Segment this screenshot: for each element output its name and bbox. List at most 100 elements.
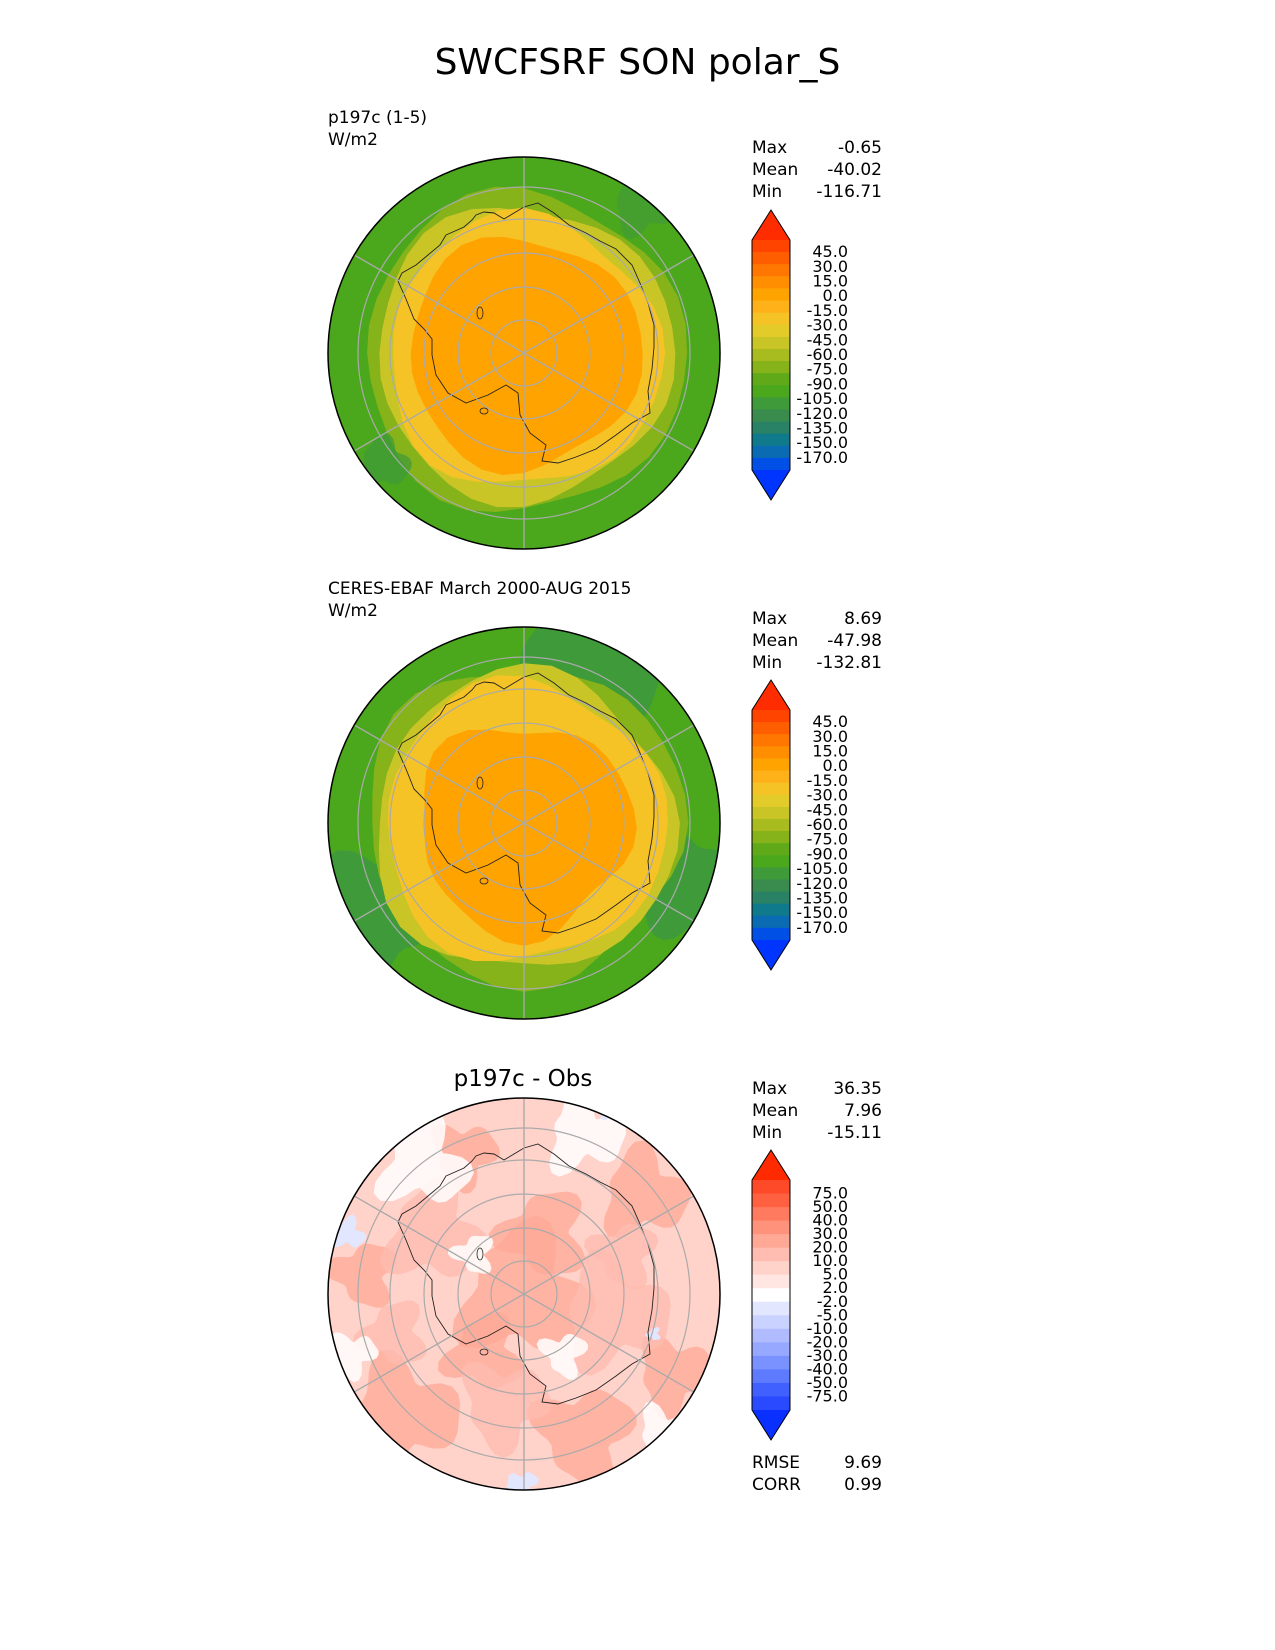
colorbar-tick-label: 2.0 xyxy=(823,1278,848,1297)
colorbar-cell xyxy=(752,1207,790,1222)
colorbar-tick-label: 45.0 xyxy=(812,712,848,731)
stat-value: 7.96 xyxy=(844,1101,882,1121)
colorbar-tick-label: -60.0 xyxy=(807,345,848,364)
colorbar-tick-label: -45.0 xyxy=(807,330,848,349)
stat-row: Mean 7.96 xyxy=(752,1100,882,1122)
stat-value: -116.71 xyxy=(816,182,882,202)
stat-row: Max 36.35 xyxy=(752,1078,882,1100)
colorbar-tick-label: 30.0 xyxy=(812,257,848,276)
stat-value: -15.11 xyxy=(827,1123,882,1143)
island-outline xyxy=(476,1247,484,1261)
colorbar-top-extension xyxy=(752,1150,790,1180)
colorbar-bottom-extension xyxy=(752,940,790,970)
field-patch xyxy=(358,432,412,487)
panel1-colorbar: 45.030.015.00.0-15.0-30.0-45.0-60.0-75.0… xyxy=(751,209,848,501)
colorbar-cell xyxy=(752,1328,790,1343)
colorbar-tick-label: 45.0 xyxy=(812,242,848,261)
colorbar-cell xyxy=(752,1301,790,1316)
colorbar-tick-label: -30.0 xyxy=(807,316,848,335)
colorbar-cell xyxy=(752,409,790,423)
stat-value: -0.65 xyxy=(838,138,882,158)
colorbar-tick-label: 75.0 xyxy=(812,1184,848,1203)
stat-value: 9.69 xyxy=(844,1453,882,1473)
colorbar-cell xyxy=(752,276,790,289)
stat-row: Max 8.69 xyxy=(752,608,882,630)
panel3-title: p197c - Obs xyxy=(453,1066,593,1092)
colorbar-cell xyxy=(752,397,790,410)
panel1-case-name: p197c (1-5) xyxy=(328,108,428,128)
colorbar-cell xyxy=(752,770,790,784)
field-anomaly-neutral xyxy=(549,1098,626,1177)
colorbar-tick-label: -30.0 xyxy=(807,1346,848,1365)
field-anomaly-neutral xyxy=(536,1334,589,1380)
colorbar-cell xyxy=(752,445,790,459)
colorbar-cell xyxy=(752,1234,790,1249)
colorbar-outline xyxy=(751,679,791,971)
colorbar-cell xyxy=(752,252,790,265)
stat-value: 36.35 xyxy=(833,1079,882,1099)
island-outline xyxy=(479,1348,489,1356)
stat-value: -132.81 xyxy=(816,653,882,673)
colorbar-cell xyxy=(752,855,790,868)
map-field xyxy=(328,157,720,549)
figure-title: SWCFSRF SON polar_S xyxy=(434,42,841,83)
field-anomaly-positive xyxy=(642,1332,715,1421)
colorbar-cell xyxy=(752,722,790,735)
field-anomaly-neutral xyxy=(373,1108,474,1203)
field-anomaly-positive xyxy=(328,1243,397,1308)
field-anomaly-positive xyxy=(488,1191,586,1275)
colorbar-tick-label: -10.0 xyxy=(807,1319,848,1338)
island-outline xyxy=(476,776,484,790)
meridian-line xyxy=(353,1195,695,1393)
colorbar-cell xyxy=(752,312,790,326)
map-field xyxy=(328,627,720,1019)
field-band-inner xyxy=(424,729,637,946)
stat-label: Max xyxy=(752,609,788,629)
colorbar-tick-label: -135.0 xyxy=(796,888,848,907)
colorbar-tick-label: -50.0 xyxy=(807,1373,848,1392)
colorbar-cell xyxy=(752,1288,790,1303)
colorbar-tick-label: -150.0 xyxy=(796,903,848,922)
colorbar-cell xyxy=(752,903,790,917)
stat-label: Min xyxy=(752,182,783,202)
panel3-colorbar: 75.050.040.030.020.010.05.02.0-2.0-5.0-1… xyxy=(751,1149,848,1441)
stat-row: CORR 0.99 xyxy=(752,1474,882,1496)
colorbar-cell xyxy=(752,758,790,772)
stat-row: Max -0.65 xyxy=(752,137,882,159)
colorbar-cell xyxy=(752,1355,790,1370)
colorbar-tick-label: -75.0 xyxy=(807,830,848,849)
colorbar-cell xyxy=(752,324,790,338)
panel1-polar-map xyxy=(327,156,721,550)
field-band-inner xyxy=(410,236,643,475)
colorbar-cell xyxy=(752,1220,790,1235)
stat-label: Mean xyxy=(752,631,799,651)
colorbar-cell xyxy=(752,927,790,941)
field-anomaly-positive xyxy=(526,1389,637,1490)
colorbar-tick-label: -5.0 xyxy=(817,1305,848,1324)
colorbar-tick-label: 0.0 xyxy=(823,286,848,305)
colorbar-tick-label: -170.0 xyxy=(796,918,848,937)
colorbar-tick-label: 5.0 xyxy=(823,1265,848,1284)
colorbar-tick-label: -2.0 xyxy=(817,1292,848,1311)
colorbar-cell xyxy=(752,348,790,362)
island-outline xyxy=(479,407,489,415)
colorbar-tick-label: 20.0 xyxy=(812,1238,848,1257)
stat-row: Min -132.81 xyxy=(752,652,882,674)
colorbar-tick-label: -15.0 xyxy=(807,771,848,790)
panel2-obs-name: CERES-EBAF March 2000-AUG 2015 xyxy=(328,579,632,599)
field-anomaly-neutral xyxy=(331,1332,379,1383)
stat-row: Mean -40.02 xyxy=(752,159,882,181)
colorbar-top-extension xyxy=(752,210,790,240)
field-anomaly-mid xyxy=(584,1223,659,1290)
field-anomaly-negative xyxy=(598,1098,623,1121)
colorbar-cell xyxy=(752,1396,790,1411)
colorbar-tick-label: -150.0 xyxy=(796,433,848,452)
colorbar-top-extension xyxy=(752,680,790,710)
colorbar-cell xyxy=(752,1315,790,1330)
colorbar-cell xyxy=(752,831,790,844)
colorbar-bottom-extension xyxy=(752,470,790,500)
stat-value: 0.99 xyxy=(844,1475,882,1495)
colorbar-cell xyxy=(752,1261,790,1276)
colorbar-tick-label: -20.0 xyxy=(807,1332,848,1351)
colorbar-cell xyxy=(752,879,790,893)
